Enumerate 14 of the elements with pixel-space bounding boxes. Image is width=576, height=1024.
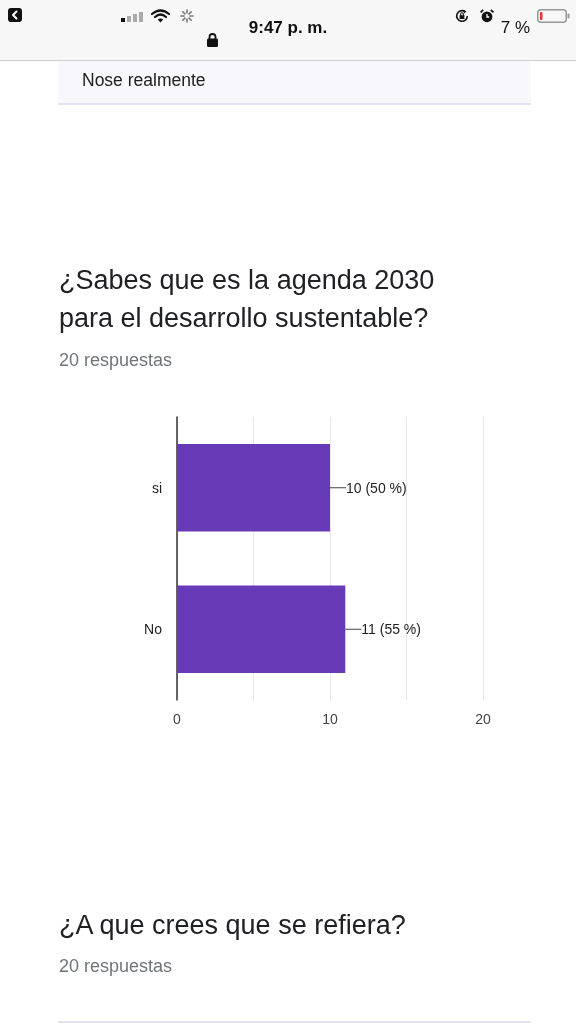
x-tick-label: 0 [173,711,182,727]
y-tick-label: si [151,479,162,496]
text: 20 respuestas [59,955,173,977]
x-tick-label: 10 [322,711,338,727]
x-tick-label: 20 [475,711,491,727]
data-label: 10 (50 %) [346,479,407,496]
text: ¿A que crees que se refiera? [59,909,406,942]
text: 7 % [500,18,530,38]
chart-title: ¿Sabes que es la agenda 2030 para el desarrollo sustentable? [59,264,436,335]
text: 9:47 p. m. [248,18,328,37]
data-label: 11 (55 %) [361,621,421,638]
chart-subtitle: 20 respuestas [59,349,173,371]
text: Nose realmente [82,69,206,91]
y-tick-label: No [144,621,163,638]
